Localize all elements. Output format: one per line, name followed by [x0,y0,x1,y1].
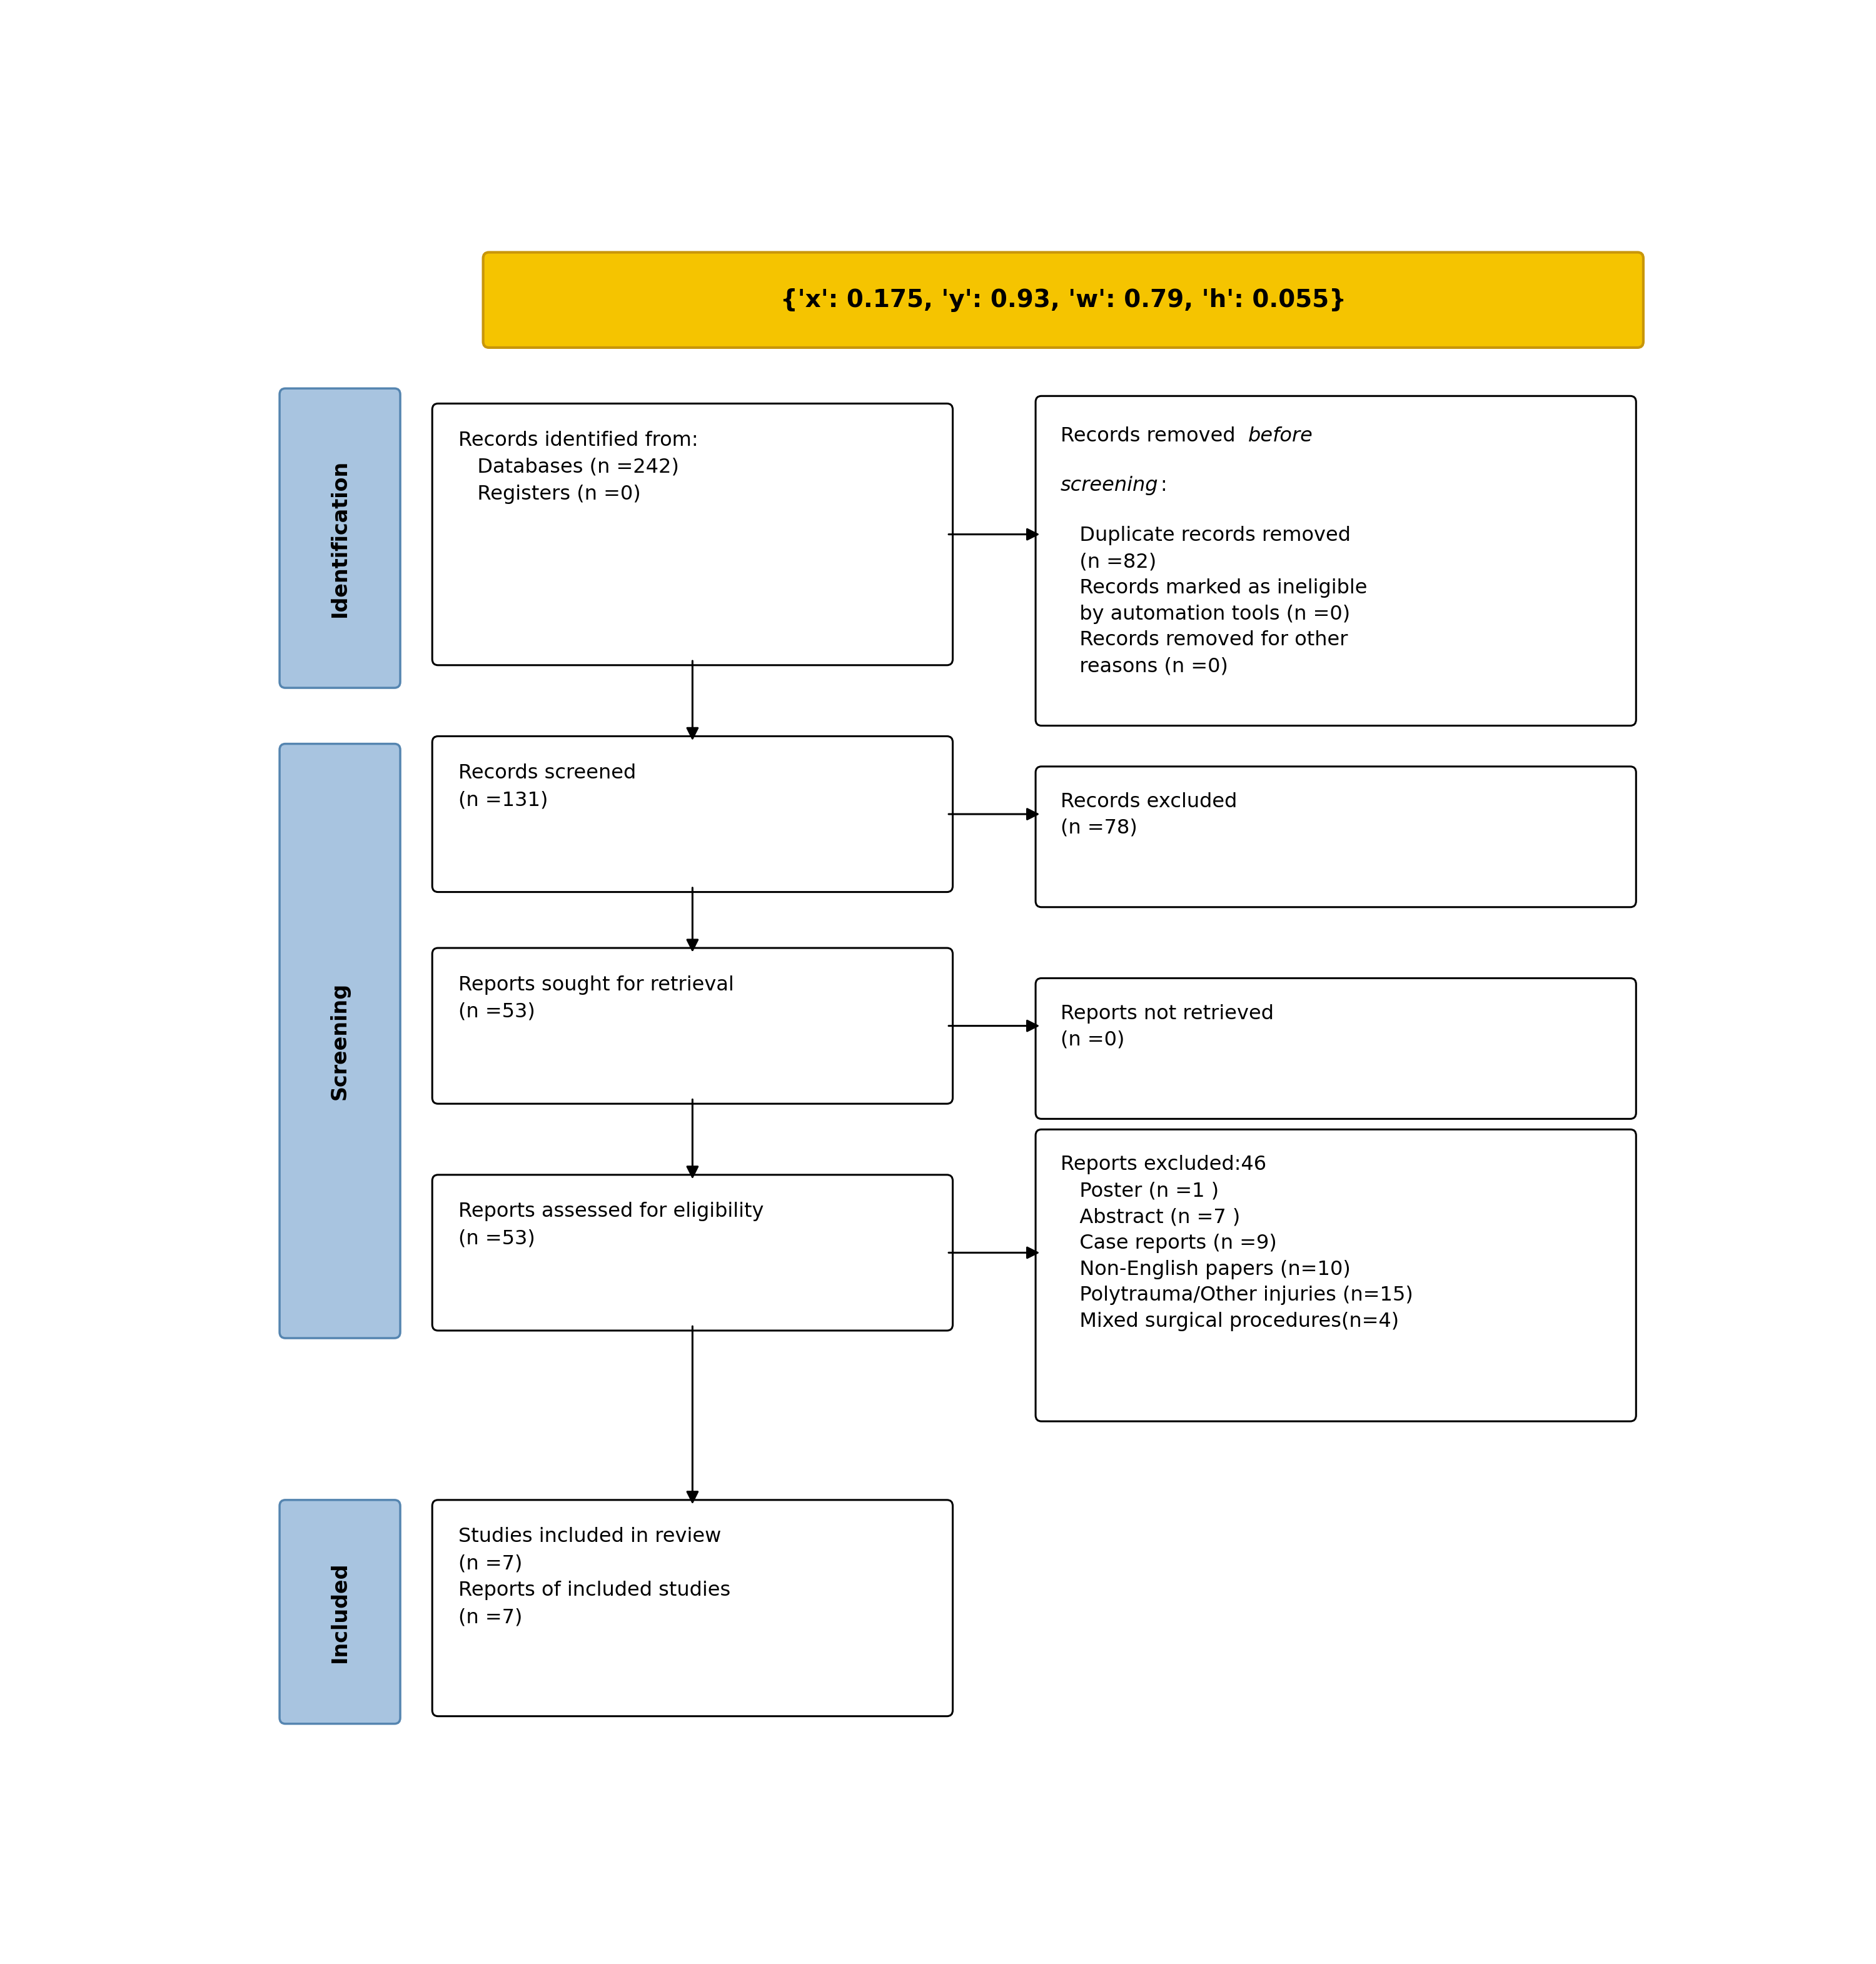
Text: Records removed: Records removed [1060,426,1242,446]
FancyBboxPatch shape [1036,978,1636,1119]
Text: Included: Included [330,1561,351,1662]
FancyBboxPatch shape [280,744,400,1337]
Text: Reports excluded:46
   Poster (n =1 )
   Abstract (n =7 )
   Case reports (n =9): Reports excluded:46 Poster (n =1 ) Abstr… [1060,1155,1413,1332]
FancyBboxPatch shape [280,389,400,687]
Text: Studies included in review
(n =7)
Reports of included studies
(n =7): Studies included in review (n =7) Report… [458,1528,730,1628]
Text: Reports assessed for eligibility
(n =53): Reports assessed for eligibility (n =53) [458,1202,764,1249]
Text: Records identified from:
   Databases (n =242)
   Registers (n =0): Records identified from: Databases (n =2… [458,430,698,505]
FancyBboxPatch shape [431,403,953,666]
Text: Reports not retrieved
(n =0): Reports not retrieved (n =0) [1060,1004,1274,1049]
FancyBboxPatch shape [1036,397,1636,725]
FancyBboxPatch shape [1036,1129,1636,1422]
Text: :: : [1159,475,1167,495]
FancyBboxPatch shape [484,251,1643,348]
Text: Records excluded
(n =78): Records excluded (n =78) [1060,791,1236,839]
FancyBboxPatch shape [431,736,953,892]
Text: Records screened
(n =131): Records screened (n =131) [458,764,636,809]
FancyBboxPatch shape [431,1500,953,1717]
Text: Identification: Identification [330,460,351,617]
FancyBboxPatch shape [1036,766,1636,907]
Text: Duplicate records removed
   (n =82)
   Records marked as ineligible
   by autom: Duplicate records removed (n =82) Record… [1060,526,1368,676]
Text: screening: screening [1060,475,1157,495]
Text: {'x': 0.175, 'y': 0.93, 'w': 0.79, 'h': 0.055}: {'x': 0.175, 'y': 0.93, 'w': 0.79, 'h': … [780,289,1347,312]
Text: Reports sought for retrieval
(n =53): Reports sought for retrieval (n =53) [458,976,734,1021]
Text: Screening: Screening [330,982,351,1100]
Text: before: before [1248,426,1313,446]
FancyBboxPatch shape [431,949,953,1104]
FancyBboxPatch shape [280,1500,400,1724]
FancyBboxPatch shape [431,1174,953,1330]
